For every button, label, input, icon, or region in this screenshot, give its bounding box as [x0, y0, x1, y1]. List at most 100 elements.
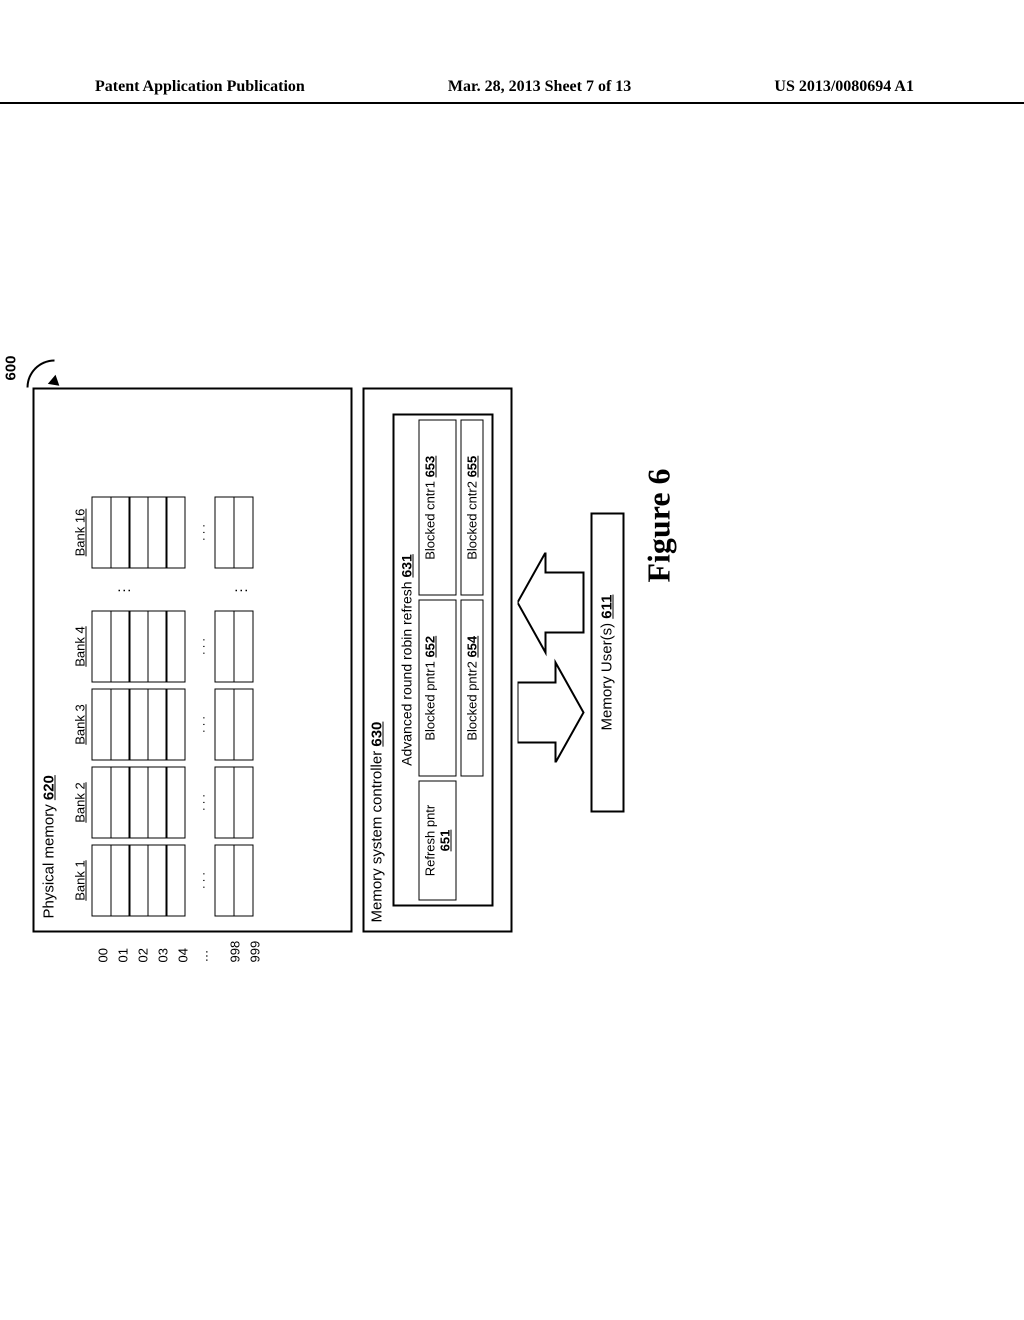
memory-cell [215, 845, 235, 917]
row-label: 01 [117, 941, 137, 963]
memory-cell [147, 497, 167, 569]
memory-cell [92, 767, 112, 839]
header-left: Patent Application Publication [95, 78, 305, 96]
bank-label: Bank 1 [73, 860, 88, 900]
page-header: Patent Application Publication Mar. 28, … [0, 78, 1024, 104]
memory-controller-box: Memory system controller 630 Advanced ro… [363, 388, 513, 933]
memory-cell [215, 689, 235, 761]
bidirectional-arrow-icon [518, 553, 588, 763]
physmem-title-ref: 620 [41, 775, 58, 800]
vertical-dots-icon: ⋮ [232, 582, 249, 598]
bank-label: Bank 3 [73, 704, 88, 744]
memory-users-label: Memory User(s) [599, 619, 616, 731]
bank-column: Bank 1 . . . [73, 845, 252, 917]
row-label: 02 [137, 941, 157, 963]
memory-cell [166, 845, 186, 917]
memory-cell [92, 689, 112, 761]
arr-refresh-title-ref: 631 [399, 554, 415, 577]
arr-row-1: Refresh pntr 651 Blocked pntr1 652 Block… [419, 420, 457, 901]
arr-refresh-box: Advanced round robin refresh 631 Refresh… [393, 414, 494, 907]
arr-refresh-title: Advanced round robin refresh 631 [399, 420, 415, 901]
physmem-title-text: Physical memory [41, 800, 58, 918]
row-label: 998 [229, 941, 249, 963]
blocked-pntr2-ref: 654 [465, 636, 480, 658]
memory-cell [129, 845, 149, 917]
cell-ellipsis: . . . [184, 689, 216, 761]
bank-cells: . . . [92, 611, 252, 683]
refresh-pntr-ref: 651 [438, 830, 453, 852]
memory-users-box: Memory User(s) 611 [591, 513, 625, 813]
row-label: … [197, 941, 229, 963]
blocked-pntr2-label: Blocked pntr2 [465, 658, 480, 741]
memory-cell [166, 497, 186, 569]
controller-title-ref: 630 [369, 722, 386, 747]
blocked-pntr1-label: Blocked pntr1 [423, 658, 438, 741]
bank-label: Bank 16 [73, 509, 88, 557]
blocked-pntr1-box: Blocked pntr1 652 [419, 600, 457, 777]
figure-label: Figure 6 [641, 468, 678, 582]
arr-row-2: Blocked pntr2 654 Blocked cntr2 655 [461, 420, 484, 901]
memory-cell [215, 767, 235, 839]
refresh-pntr-label: Refresh pntr [423, 805, 438, 877]
memory-cell [110, 689, 130, 761]
memory-cell [110, 497, 130, 569]
vertical-dots-icon: ⋮ [115, 582, 132, 598]
bus-arrows [518, 553, 578, 763]
memory-cell [110, 611, 130, 683]
controller-title-text: Memory system controller [369, 747, 386, 923]
row-label: 03 [157, 941, 177, 963]
blocked-pntr1-ref: 652 [423, 636, 438, 658]
blocked-cntr2-ref: 655 [465, 456, 480, 478]
memory-cell [129, 611, 149, 683]
memory-cell [166, 611, 186, 683]
bank-column: Bank 16 . . . [73, 497, 252, 569]
memory-cell [92, 845, 112, 917]
row-label: 04 [177, 941, 197, 963]
bank-cells: . . . [92, 767, 252, 839]
memory-banks: Bank 1 . . . Bank 2 [73, 491, 252, 917]
memory-cell [233, 845, 253, 917]
figure-diagram: 600 Physical memory 620 00 01 02 03 04 …… [33, 388, 773, 933]
cell-ellipsis: . . . [184, 767, 216, 839]
arr-refresh-title-text: Advanced round robin refresh [399, 578, 415, 766]
bank-cells: . . . [92, 689, 252, 761]
bank-cells: . . . [92, 845, 252, 917]
memory-cell [215, 497, 235, 569]
blocked-cntr1-label: Blocked cntr1 [423, 477, 438, 559]
bank-ellipsis-column: ⋮ ⋮ [73, 575, 252, 605]
bank-label: Bank 2 [73, 782, 88, 822]
memory-cell [110, 767, 130, 839]
memory-cell [215, 611, 235, 683]
row-label: 00 [97, 941, 117, 963]
memory-cell [129, 689, 149, 761]
physical-memory-box: Physical memory 620 00 01 02 03 04 … 998… [33, 388, 353, 933]
bank-cells: . . . [92, 497, 252, 569]
cell-ellipsis: . . . [184, 497, 216, 569]
memory-cell [147, 689, 167, 761]
memory-cell [147, 845, 167, 917]
cell-ellipsis: . . . [184, 845, 216, 917]
blocked-cntr1-box: Blocked cntr1 653 [419, 420, 457, 597]
memory-cell [110, 845, 130, 917]
bank-column: Bank 2 . . . [73, 767, 252, 839]
header-right: US 2013/0080694 A1 [774, 78, 914, 96]
controller-title: Memory system controller 630 [365, 390, 390, 931]
memory-cell [129, 767, 149, 839]
memory-cell [166, 767, 186, 839]
row-labels: 00 01 02 03 04 … 998 999 [97, 941, 269, 963]
cell-ellipsis: . . . [184, 611, 216, 683]
memory-cell [233, 689, 253, 761]
bank-column: Bank 4 . . . [73, 611, 252, 683]
bank-column: Bank 3 . . . [73, 689, 252, 761]
callout-ref: 600 [3, 355, 20, 380]
memory-cell [166, 689, 186, 761]
bank-label: Bank 4 [73, 626, 88, 666]
memory-cell [233, 611, 253, 683]
memory-cell [147, 767, 167, 839]
memory-cell [92, 497, 112, 569]
physical-memory-title: Physical memory 620 [41, 775, 58, 918]
row-label: 999 [249, 941, 269, 963]
refresh-pntr-box: Refresh pntr 651 [419, 781, 457, 901]
blocked-cntr2-label: Blocked cntr2 [465, 477, 480, 559]
memory-cell [147, 611, 167, 683]
